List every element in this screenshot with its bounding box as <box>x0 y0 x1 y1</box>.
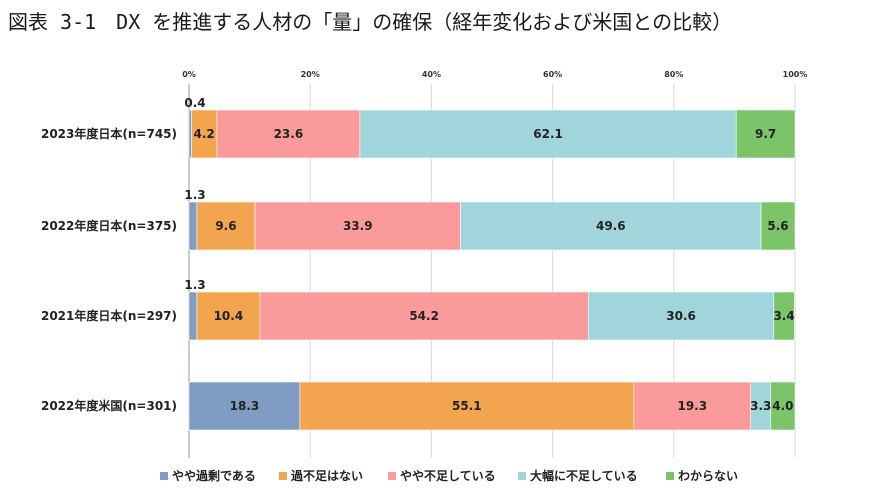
legend-label: わからない <box>678 469 738 483</box>
bar-segment <box>188 201 198 251</box>
data-label: 1.3 <box>184 188 205 202</box>
data-label: 55.1 <box>452 399 482 413</box>
legend-swatch <box>160 472 168 480</box>
legend-label: やや不足している <box>400 469 496 483</box>
bar-segment <box>196 291 261 341</box>
data-label: 4.0 <box>772 399 793 413</box>
data-label: 4.2 <box>194 127 215 141</box>
data-label: 19.3 <box>677 399 707 413</box>
data-label: 9.7 <box>755 127 776 141</box>
data-label: 9.6 <box>215 219 236 233</box>
category-label: 2023年度日本(n=745) <box>41 126 177 141</box>
data-label: 10.4 <box>214 309 244 323</box>
x-tick-label: 60% <box>543 70 562 79</box>
category-label: 2022年度日本(n=375) <box>41 218 177 233</box>
bar-segment <box>188 381 301 431</box>
legend-swatch <box>388 472 396 480</box>
legend-label: 大幅に不足している <box>530 468 638 483</box>
x-tick-label: 100% <box>783 70 808 79</box>
bar-segment <box>760 201 796 251</box>
legend-swatch <box>666 472 674 480</box>
legend-label: やや過剰である <box>172 468 256 483</box>
bar-segment <box>770 381 796 431</box>
bar-segment <box>196 201 256 251</box>
x-tick-label: 40% <box>422 70 441 79</box>
bar-segment <box>633 381 752 431</box>
data-label: 0.4 <box>184 96 205 110</box>
bar-segment <box>216 109 361 159</box>
x-tick-label: 20% <box>301 70 320 79</box>
bar-segment <box>254 201 461 251</box>
bar-segment <box>773 291 795 341</box>
data-label: 62.1 <box>533 127 563 141</box>
data-label: 3.3 <box>750 399 771 413</box>
x-tick-label: 0% <box>182 70 196 79</box>
data-label: 30.6 <box>666 309 696 323</box>
category-label: 2022年度米国(n=301) <box>41 398 177 413</box>
bar-segment <box>299 381 635 431</box>
data-label: 49.6 <box>596 219 626 233</box>
bar-segment <box>735 109 796 159</box>
bar-segment <box>259 291 589 341</box>
data-label: 3.4 <box>773 309 794 323</box>
chart-title: 図表 3-1 DX を推進する人材の「量」の確保（経年変化および米国との比較） <box>8 10 733 34</box>
legend-swatch <box>279 472 287 480</box>
data-label: 54.2 <box>409 309 439 323</box>
legend-swatch <box>518 472 526 480</box>
x-tick-label: 80% <box>664 70 683 79</box>
bar-segment <box>460 201 762 251</box>
data-label: 5.6 <box>767 219 788 233</box>
bar-segment <box>188 109 192 159</box>
bar-segment <box>188 291 198 341</box>
bar-segment <box>359 109 737 159</box>
data-label: 1.3 <box>184 278 205 292</box>
legend-label: 過不足はない <box>290 468 363 483</box>
data-label: 18.3 <box>230 399 260 413</box>
bar-segment <box>588 291 775 341</box>
category-label: 2021年度日本(n=297) <box>41 308 177 323</box>
data-label: 33.9 <box>343 219 373 233</box>
data-label: 23.6 <box>274 127 304 141</box>
